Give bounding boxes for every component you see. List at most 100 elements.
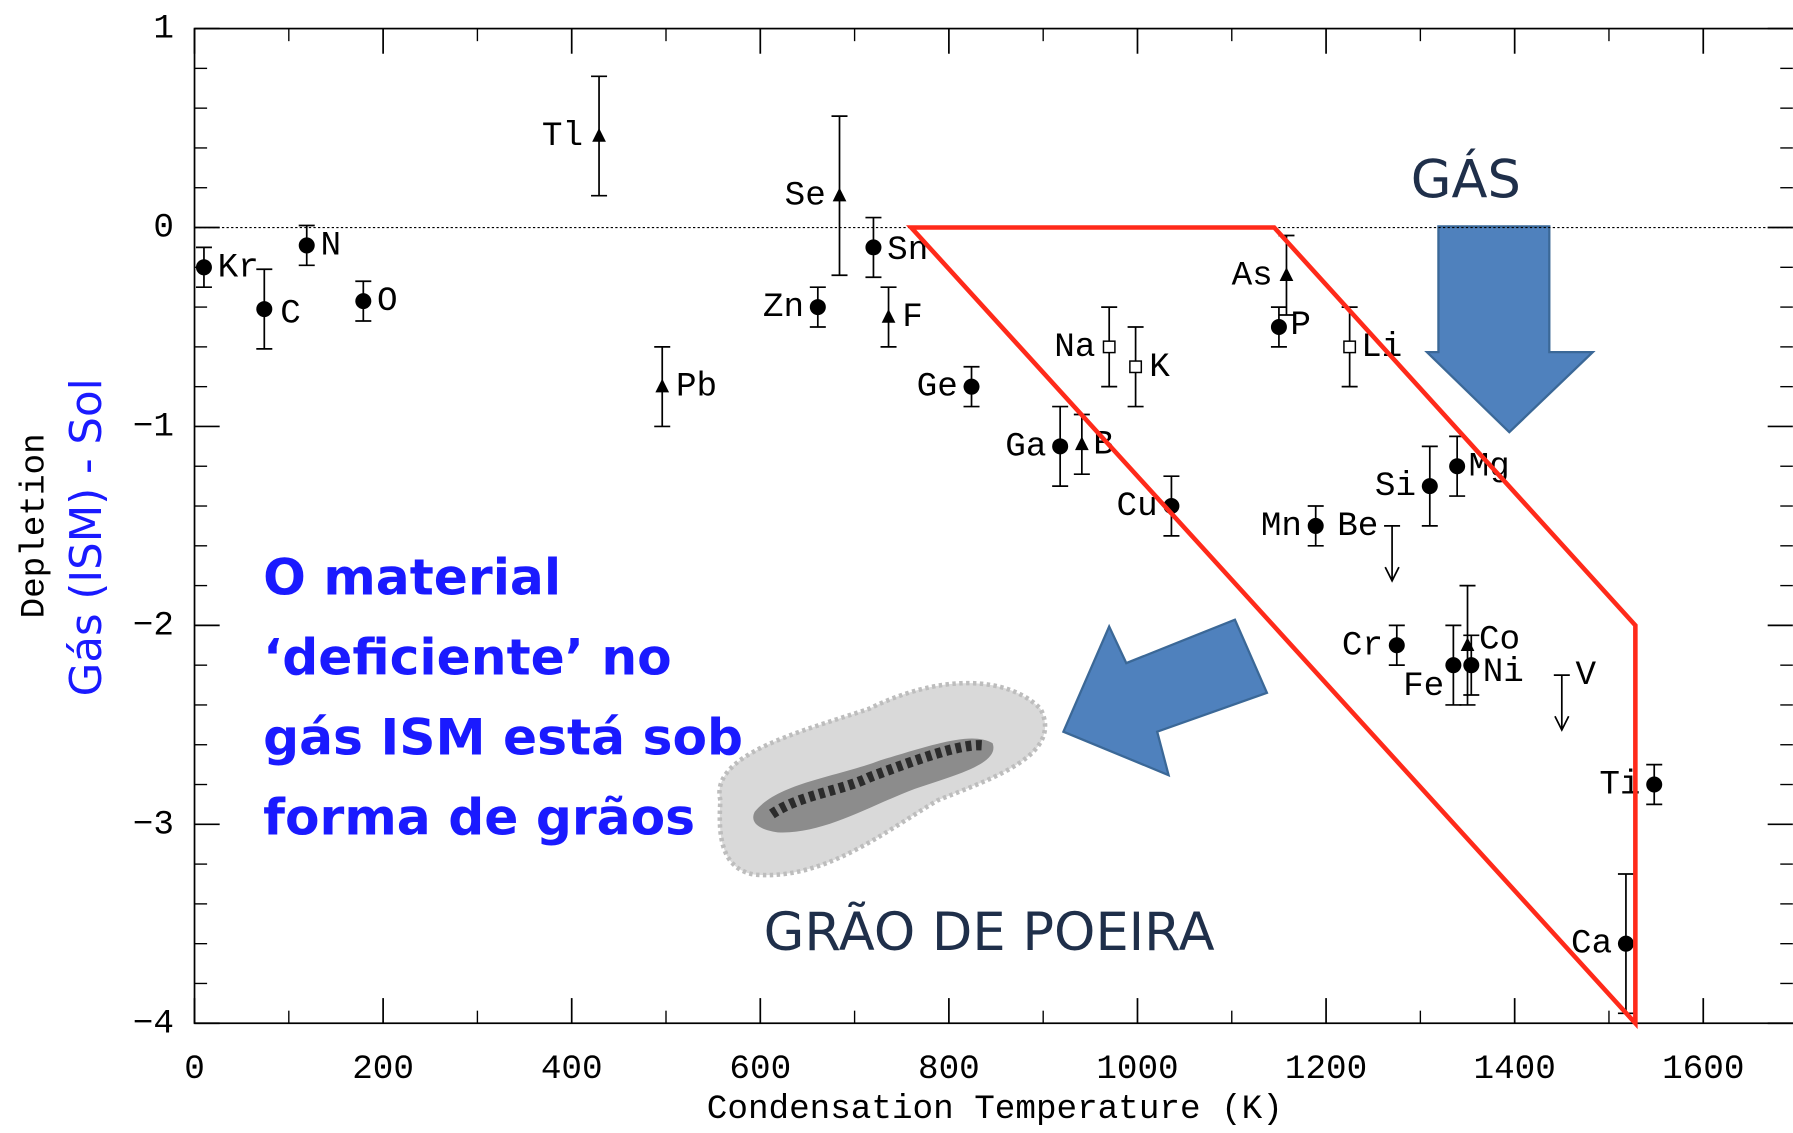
data-point: Li bbox=[1342, 307, 1403, 387]
marker bbox=[833, 188, 847, 202]
data-point: Pb bbox=[654, 347, 717, 427]
x-tick-label: 1600 bbox=[1662, 1050, 1744, 1089]
marker bbox=[1384, 526, 1400, 581]
data-point: Na bbox=[1054, 307, 1117, 387]
point-label: P bbox=[1290, 306, 1311, 345]
y-tick-label: −4 bbox=[133, 1004, 174, 1043]
point-label: Be bbox=[1337, 507, 1378, 546]
gas-label: GÁS bbox=[1411, 148, 1521, 211]
data-point: Cr bbox=[1342, 625, 1405, 665]
data-point: O bbox=[355, 281, 397, 321]
marker bbox=[1130, 361, 1141, 372]
x-axis-label: Condensation Temperature (K) bbox=[707, 1090, 1283, 1129]
data-point: Zn bbox=[763, 287, 826, 327]
x-tick-label: 400 bbox=[541, 1050, 603, 1089]
point-label: Zn bbox=[763, 288, 804, 327]
data-point: K bbox=[1128, 327, 1171, 407]
y-tick-label: 1 bbox=[153, 10, 174, 49]
y-tick-label: −2 bbox=[133, 606, 174, 645]
data-point: C bbox=[256, 269, 301, 349]
marker bbox=[865, 239, 881, 255]
marker bbox=[1463, 657, 1479, 673]
note-line: gás ISM está sob bbox=[263, 707, 743, 766]
point-label: Cr bbox=[1342, 626, 1383, 665]
chart: Depletion Gás (ISM) - Sol Condensation T… bbox=[0, 0, 1793, 1133]
marker bbox=[1461, 637, 1475, 651]
data-point: Be bbox=[1337, 507, 1400, 581]
point-label: Mn bbox=[1261, 507, 1302, 546]
marker bbox=[256, 301, 272, 317]
data-point: Mn bbox=[1261, 506, 1324, 546]
x-tick-label: 600 bbox=[729, 1050, 791, 1089]
data-point: F bbox=[881, 287, 923, 347]
y-axis-label-2: Gás (ISM) - Sol bbox=[62, 378, 112, 696]
marker bbox=[1554, 675, 1570, 730]
marker bbox=[1308, 518, 1324, 534]
x-tick-label: 1000 bbox=[1096, 1050, 1178, 1089]
data-point: Ca bbox=[1571, 874, 1634, 1013]
note-line: O material bbox=[263, 547, 561, 606]
point-label: Tl bbox=[542, 117, 583, 156]
marker bbox=[1280, 267, 1294, 281]
data-point: N bbox=[299, 226, 341, 266]
data-point: P bbox=[1271, 306, 1311, 347]
x-tick-label: 800 bbox=[918, 1050, 980, 1089]
marker bbox=[882, 309, 896, 323]
marker bbox=[1052, 438, 1068, 454]
point-label: Ge bbox=[917, 368, 958, 407]
data-point: V bbox=[1554, 656, 1597, 730]
data-point: Mg bbox=[1449, 436, 1510, 496]
point-label: F bbox=[902, 298, 923, 337]
arrow-left bbox=[1063, 620, 1267, 775]
x-tick-label: 1400 bbox=[1474, 1050, 1556, 1089]
point-label: As bbox=[1232, 256, 1273, 295]
marker bbox=[1646, 777, 1662, 793]
plot-frame bbox=[195, 29, 1793, 1024]
point-label: K bbox=[1149, 348, 1170, 387]
x-tick-label: 200 bbox=[352, 1050, 414, 1089]
point-label: Fe bbox=[1403, 667, 1444, 706]
point-label: C bbox=[280, 295, 301, 334]
marker bbox=[655, 379, 669, 393]
marker bbox=[1422, 478, 1438, 494]
grain-label: GRÃO DE POEIRA bbox=[764, 900, 1215, 963]
marker bbox=[1271, 319, 1287, 335]
marker bbox=[1389, 637, 1405, 653]
point-label: O bbox=[377, 282, 398, 321]
y-tick-label: 0 bbox=[153, 209, 174, 248]
data-point: Kr bbox=[196, 247, 259, 287]
marker bbox=[964, 379, 980, 395]
note-line: forma de grãos bbox=[263, 787, 695, 846]
x-tick-label: 0 bbox=[184, 1050, 205, 1089]
marker bbox=[1449, 458, 1465, 474]
data-point: Se bbox=[785, 116, 848, 275]
marker bbox=[196, 259, 212, 275]
data-point: Si bbox=[1375, 446, 1438, 526]
note-line: ‘deficiente’ no bbox=[263, 627, 672, 686]
data-point: Fe bbox=[1403, 625, 1461, 705]
point-label: Ga bbox=[1005, 427, 1046, 466]
marker bbox=[1344, 341, 1355, 352]
point-label: Kr bbox=[218, 248, 259, 287]
marker bbox=[299, 237, 315, 253]
data-point: Ti bbox=[1599, 765, 1662, 805]
marker bbox=[810, 299, 826, 315]
point-label: Pb bbox=[676, 368, 717, 407]
marker bbox=[1075, 436, 1089, 450]
point-label: Na bbox=[1054, 328, 1095, 367]
marker bbox=[1103, 341, 1114, 352]
data-point: As bbox=[1232, 235, 1295, 315]
marker bbox=[592, 128, 606, 142]
y-axis-label: Depletion bbox=[16, 433, 55, 618]
point-label: Co bbox=[1479, 621, 1520, 660]
arrow-down bbox=[1427, 226, 1593, 432]
y-tick-label: −3 bbox=[133, 805, 174, 844]
data-point: Ge bbox=[917, 367, 980, 407]
y-tick-label: −1 bbox=[133, 408, 174, 447]
marker bbox=[1445, 657, 1461, 673]
marker bbox=[355, 293, 371, 309]
point-label: V bbox=[1576, 656, 1597, 695]
marker bbox=[1618, 936, 1634, 952]
dust-grain bbox=[719, 683, 1045, 875]
point-label: Se bbox=[785, 177, 826, 216]
